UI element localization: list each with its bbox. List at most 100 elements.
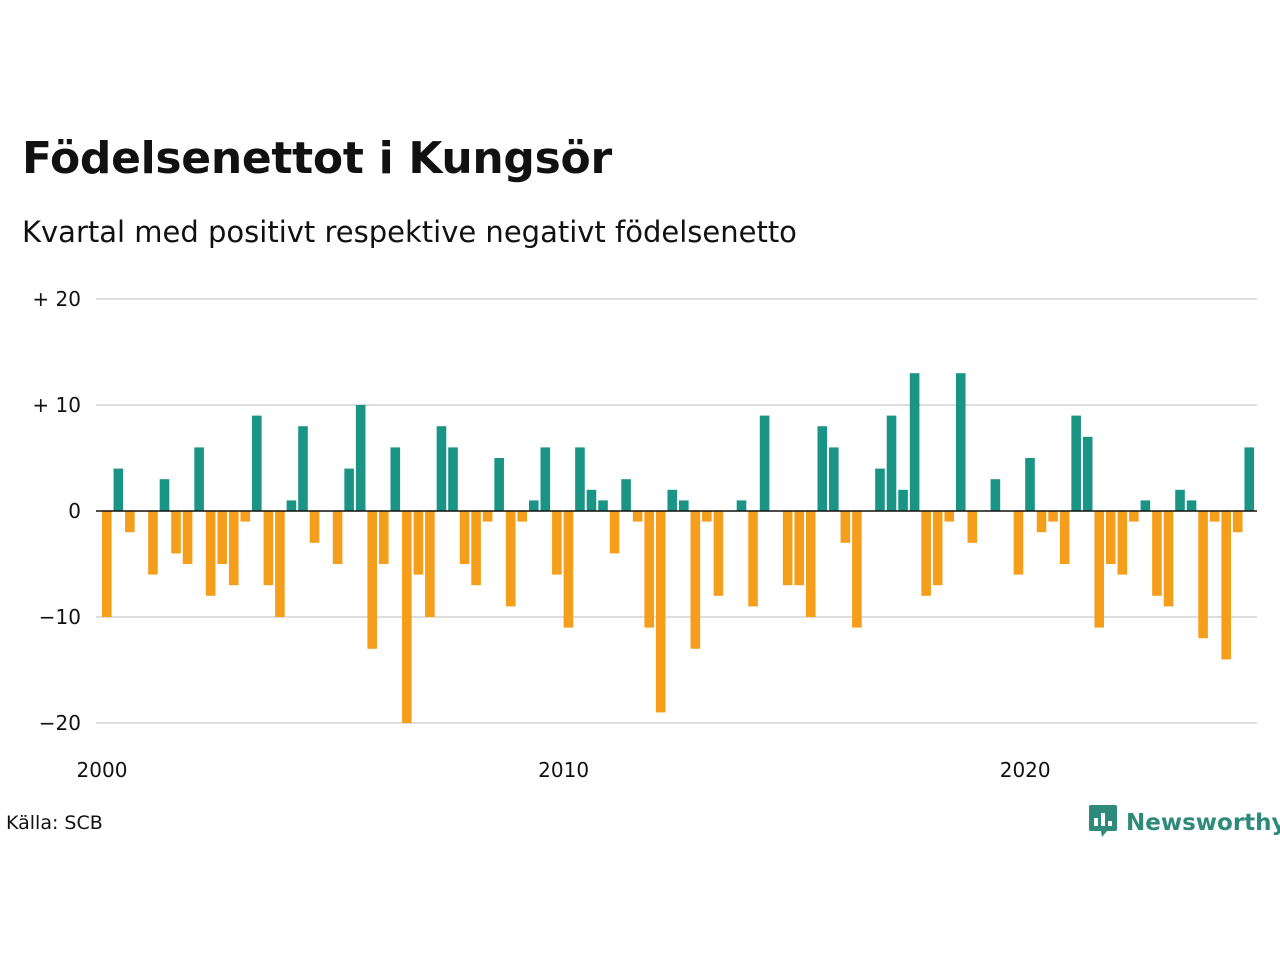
- bar: [356, 405, 366, 511]
- bar: [437, 426, 447, 511]
- bar: [887, 416, 897, 511]
- bar: [598, 500, 608, 511]
- bar: [1083, 437, 1093, 511]
- y-axis: + 20 + 10 0 −10 −20: [32, 287, 81, 735]
- bar: [460, 511, 470, 564]
- bar: [310, 511, 320, 543]
- bar: [610, 511, 620, 553]
- bar: [206, 511, 216, 596]
- bar: [667, 490, 677, 511]
- bar: [587, 490, 597, 511]
- bar: [921, 511, 931, 596]
- bar: [125, 511, 135, 532]
- bar: [956, 373, 966, 511]
- bar: [1037, 511, 1047, 532]
- bar: [148, 511, 158, 575]
- bar: [875, 469, 885, 511]
- bar: [621, 479, 631, 511]
- bar: [1118, 511, 1128, 575]
- bar: [517, 511, 527, 522]
- bar: [264, 511, 274, 585]
- bar: [898, 490, 908, 511]
- bar: [194, 447, 204, 511]
- bar: [852, 511, 862, 628]
- bar: [806, 511, 816, 617]
- bar: [552, 511, 562, 575]
- bar: [656, 511, 666, 712]
- bar: [298, 426, 308, 511]
- y-tick-label: + 20: [32, 287, 81, 311]
- bar: [229, 511, 239, 585]
- bars: [102, 373, 1254, 723]
- bar: [829, 447, 839, 511]
- bar: [414, 511, 424, 575]
- bar: [344, 469, 354, 511]
- x-tick-label: 2000: [77, 758, 128, 782]
- bar: [1094, 511, 1104, 628]
- bar: [1025, 458, 1035, 511]
- bar-chart: + 20 + 10 0 −10 −20 2000 2010 2020: [0, 0, 1280, 800]
- bar: [391, 447, 401, 511]
- bar: [379, 511, 389, 564]
- bar: [1141, 500, 1151, 511]
- bar: [1014, 511, 1024, 575]
- bar: [691, 511, 701, 649]
- y-tick-label: + 10: [32, 393, 81, 417]
- y-tick-label: 0: [68, 499, 81, 523]
- bar: [702, 511, 712, 522]
- source-note: Källa: SCB: [6, 812, 103, 834]
- bar: [471, 511, 481, 585]
- bar: [217, 511, 227, 564]
- bar: [644, 511, 654, 628]
- bar: [714, 511, 724, 596]
- x-tick-label: 2010: [538, 758, 589, 782]
- bar: [171, 511, 181, 553]
- bar: [102, 511, 112, 617]
- bar: [1233, 511, 1243, 532]
- bar: [425, 511, 435, 617]
- brand-logo: Newsworthy: [1088, 804, 1280, 842]
- brand-name: Newsworthy: [1126, 810, 1280, 836]
- bar: [402, 511, 412, 723]
- bar: [160, 479, 170, 511]
- bar: [367, 511, 377, 649]
- bar: [494, 458, 504, 511]
- bar: [1164, 511, 1174, 606]
- bar: [1221, 511, 1231, 659]
- bar: [1060, 511, 1070, 564]
- bar: [1071, 416, 1081, 511]
- bar: [448, 447, 458, 511]
- bar: [1106, 511, 1116, 564]
- bar: [991, 479, 1001, 511]
- bar: [933, 511, 943, 585]
- newsworthy-logo-icon: [1088, 804, 1118, 842]
- bar: [794, 511, 804, 585]
- bar: [944, 511, 954, 522]
- bar: [679, 500, 689, 511]
- bar: [1198, 511, 1208, 638]
- y-tick-label: −10: [39, 605, 81, 629]
- bar: [529, 500, 539, 511]
- bar: [910, 373, 920, 511]
- bar: [287, 500, 297, 511]
- bar: [564, 511, 574, 628]
- x-axis: 2000 2010 2020: [77, 758, 1051, 782]
- bar: [748, 511, 758, 606]
- bar: [841, 511, 851, 543]
- bar: [114, 469, 124, 511]
- bar: [633, 511, 643, 522]
- y-tick-label: −20: [39, 711, 81, 735]
- bar: [968, 511, 978, 543]
- bar: [1210, 511, 1220, 522]
- bar: [1048, 511, 1058, 522]
- bar: [240, 511, 250, 522]
- bar: [333, 511, 343, 564]
- bar: [541, 447, 551, 511]
- bar: [783, 511, 793, 585]
- x-tick-label: 2020: [1000, 758, 1051, 782]
- bar: [575, 447, 585, 511]
- bar: [1152, 511, 1162, 596]
- bar: [737, 500, 747, 511]
- bar: [817, 426, 827, 511]
- bar: [275, 511, 285, 617]
